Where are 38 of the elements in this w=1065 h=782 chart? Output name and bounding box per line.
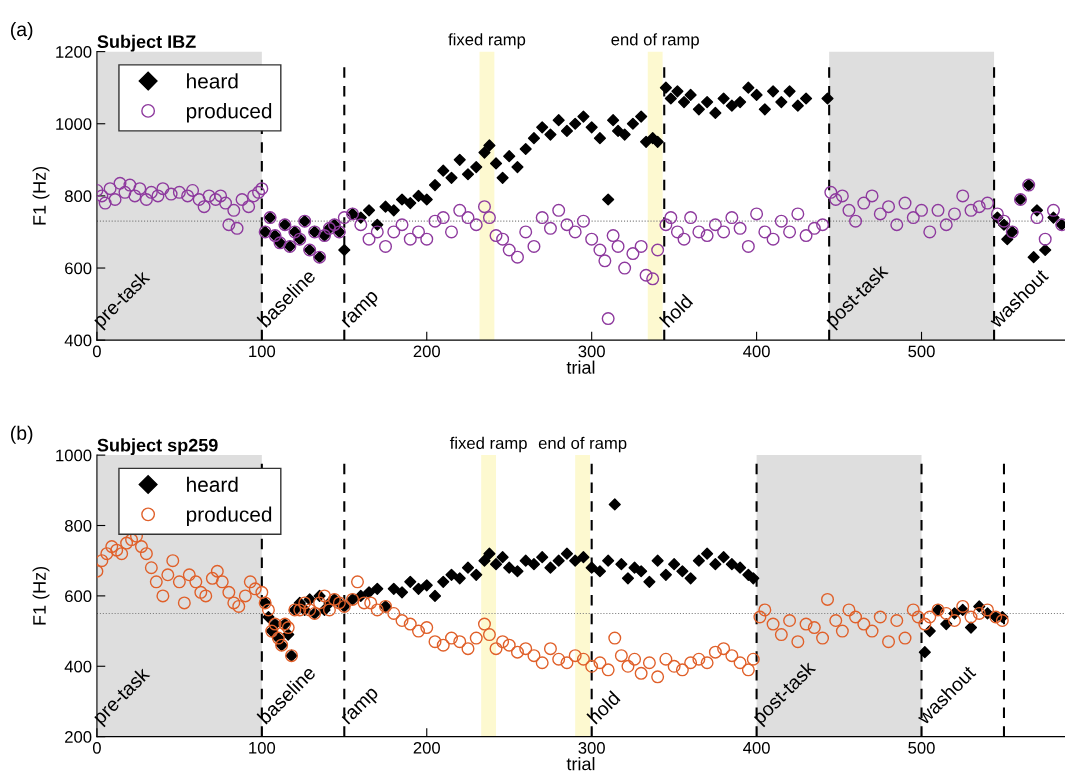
text: (b)	[10, 425, 33, 444]
band-label: end of ramp	[611, 33, 699, 49]
y-tick-label: 600	[65, 262, 92, 275]
y-tick-label: 400	[64, 660, 92, 673]
x-tick-label: 200	[413, 345, 441, 358]
x-tick-label: 0	[92, 345, 101, 358]
text: (a)	[10, 21, 33, 41]
x-tick-label: 500	[908, 345, 935, 358]
legend-label: heard	[187, 73, 238, 89]
x-tick-label: 300	[578, 741, 605, 754]
y-tick-label: 400	[64, 334, 92, 347]
band-label: end of ramp	[538, 436, 627, 453]
y-tick-label: 1000	[56, 449, 92, 462]
x-tick-label: 100	[249, 741, 276, 754]
x-tick-label: 100	[249, 345, 276, 358]
x-tick-label: 400	[743, 741, 770, 754]
band-label: fixed ramp	[449, 436, 527, 453]
x-tick-label: 300	[578, 345, 605, 358]
x-tick-label: 0	[92, 741, 101, 754]
y-tick-label: 1000	[56, 118, 92, 130]
legend-label: heard	[187, 476, 238, 492]
y-tick-label: 800	[64, 519, 92, 532]
x-tick-label: 500	[908, 741, 935, 754]
chart-title: Subject IBZ	[97, 34, 196, 52]
legend-label: produced	[186, 103, 272, 123]
x-tick-label: 200	[413, 741, 441, 754]
band-label: fixed ramp	[448, 33, 526, 49]
chart-title: Subject sp259	[97, 438, 218, 456]
y-axis-title: F1 (Hz)	[32, 566, 50, 625]
y-tick-label: 200	[65, 731, 92, 743]
y-axis-title: F1 (Hz)	[32, 166, 50, 225]
y-tick-label: 1200	[56, 46, 92, 58]
x-tick-label: 400	[743, 345, 770, 358]
x-axis-title: trial	[566, 360, 595, 374]
y-tick-label: 800	[64, 190, 92, 203]
x-axis-title: trial	[566, 757, 595, 771]
legend-label: produced	[186, 506, 272, 526]
y-tick-label: 600	[65, 590, 92, 603]
